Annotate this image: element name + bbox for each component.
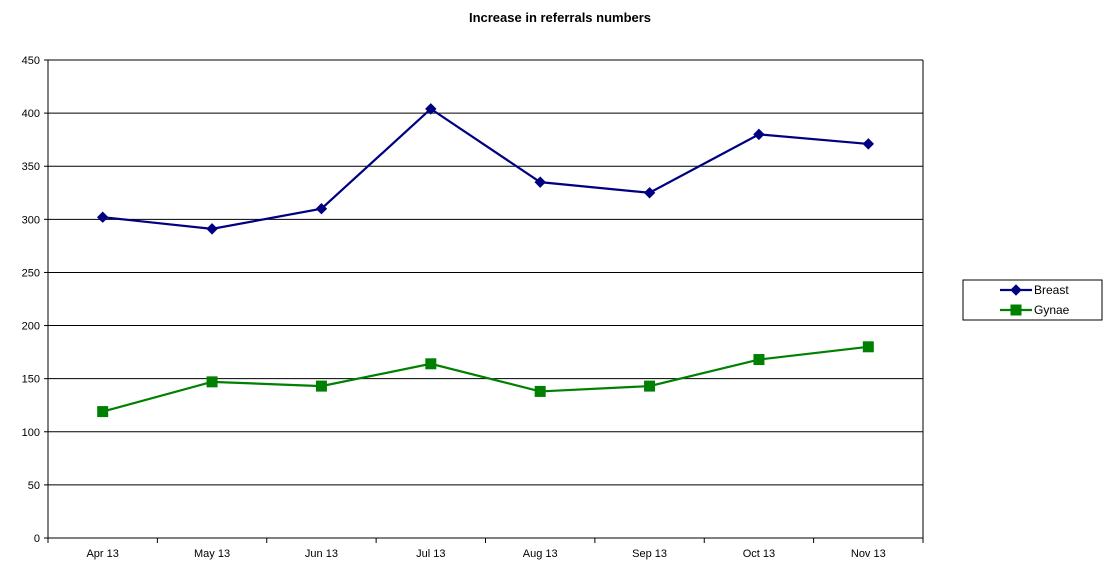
y-tick-label: 0 [34, 533, 40, 545]
x-tick-label: Jun 13 [305, 548, 338, 560]
x-tick-label: Jul 13 [416, 548, 445, 560]
data-point-gynae [534, 385, 546, 397]
data-point-breast [534, 176, 546, 188]
x-tick-label: Nov 13 [851, 548, 886, 560]
x-tick-label: Oct 13 [743, 548, 775, 560]
legend-label-gynae: Gynae [1034, 303, 1070, 317]
y-tick-label: 350 [22, 161, 40, 173]
y-tick-label: 250 [22, 267, 40, 279]
y-tick-label: 450 [22, 55, 40, 67]
data-point-gynae [97, 406, 109, 418]
series-layer [96, 103, 875, 418]
legend-item-breast: Breast [1000, 283, 1069, 297]
data-point-gynae [753, 354, 765, 366]
legend-item-gynae: Gynae [1000, 303, 1070, 317]
y-tick-label: 50 [28, 480, 40, 492]
y-tick-label: 150 [22, 374, 40, 386]
legend-label-breast: Breast [1034, 283, 1069, 297]
data-point-breast [206, 223, 218, 235]
legend-box [962, 279, 1103, 321]
data-point-breast [96, 211, 109, 223]
series-gynae [97, 341, 874, 418]
y-tick-label: 400 [22, 108, 40, 120]
y-tick-label: 200 [22, 321, 40, 333]
plot-area [48, 60, 923, 538]
y-tick-label: 300 [22, 214, 40, 226]
y-tick-label: 100 [22, 427, 40, 439]
chart-title: Increase in referrals numbers [469, 10, 651, 25]
legend: Breast Gynae [962, 279, 1103, 321]
x-tick-label: May 13 [194, 548, 230, 560]
data-point-breast [862, 138, 875, 150]
legend-marker-gynae [1010, 304, 1022, 316]
data-point-gynae [862, 341, 874, 353]
series-line-breast [102, 107, 869, 231]
data-point-gynae [644, 380, 656, 392]
data-point-gynae [206, 376, 218, 388]
data-point-breast [315, 203, 328, 215]
series-breast [96, 103, 875, 235]
data-point-breast [425, 103, 437, 115]
data-point-gynae [425, 358, 437, 370]
data-point-gynae [315, 380, 327, 392]
x-tick-label: Aug 13 [523, 548, 558, 560]
axes: 0 50 100 150 200 250 300 350 400 450 Apr 13 May 13 J… [22, 55, 924, 560]
series-line-gynae [102, 345, 869, 413]
gridlines [48, 59, 923, 486]
data-point-breast [643, 187, 656, 199]
data-point-breast [753, 128, 765, 141]
legend-marker-breast [1010, 284, 1022, 296]
x-tick-label: Sep 13 [632, 548, 667, 560]
x-tick-label: Apr 13 [86, 548, 118, 560]
